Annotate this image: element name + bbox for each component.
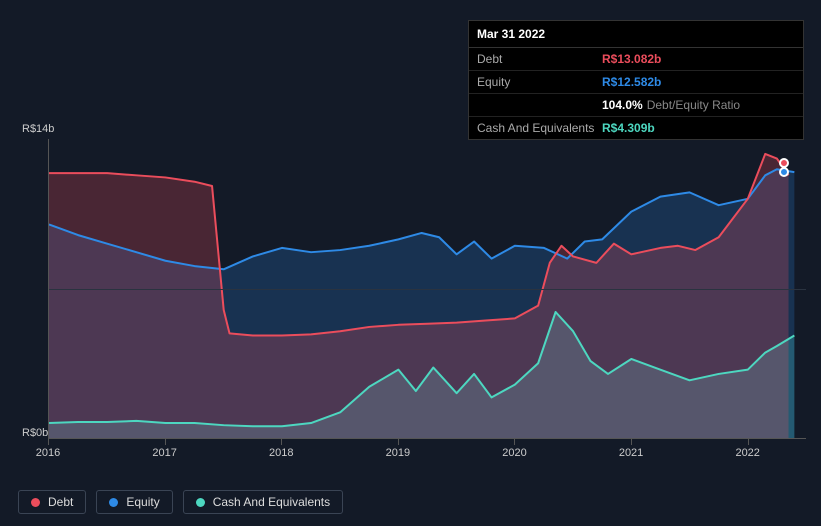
x-tick-label: 2021 [619, 447, 643, 459]
x-tick-label: 2018 [269, 447, 293, 459]
legend-label: Debt [48, 495, 73, 509]
x-tick-mark [281, 439, 282, 445]
chart-tooltip: Mar 31 2022 DebtR$13.082bEquityR$12.582b… [468, 20, 804, 140]
series-marker-equity [779, 167, 789, 177]
tooltip-label [477, 98, 602, 112]
legend-label: Cash And Equivalents [213, 495, 330, 509]
tooltip-value: R$13.082b [602, 52, 661, 66]
legend-item-equity[interactable]: Equity [96, 490, 172, 514]
tooltip-label: Debt [477, 52, 602, 66]
x-tick-mark [48, 439, 49, 445]
legend-swatch-icon [109, 498, 118, 507]
tooltip-label: Equity [477, 75, 602, 89]
x-tick-label: 2017 [152, 447, 176, 459]
legend: Debt Equity Cash And Equivalents [18, 490, 343, 514]
x-tick-mark [165, 439, 166, 445]
series-marker-debt [779, 158, 789, 168]
y-axis-top-label: R$14b [22, 123, 54, 135]
x-tick-label: 2019 [386, 447, 410, 459]
x-tick-mark [514, 439, 515, 445]
x-tick-mark [398, 439, 399, 445]
legend-swatch-icon [196, 498, 205, 507]
x-tick-mark [631, 439, 632, 445]
tooltip-date: Mar 31 2022 [469, 21, 803, 48]
y-axis-bottom-label: R$0b [22, 427, 48, 439]
tooltip-value: R$4.309b [602, 121, 655, 135]
legend-item-debt[interactable]: Debt [18, 490, 86, 514]
legend-item-cash[interactable]: Cash And Equivalents [183, 490, 343, 514]
tooltip-row: Cash And EquivalentsR$4.309b [469, 117, 803, 139]
debt-equity-chart: R$14b R$0b 2016 2017 2018 2019 2020 2021 2022 [18, 125, 808, 485]
tooltip-row: EquityR$12.582b [469, 71, 803, 94]
tooltip-row: DebtR$13.082b [469, 48, 803, 71]
x-tick-label: 2016 [36, 447, 60, 459]
tooltip-value: 104.0% [602, 98, 643, 112]
tooltip-row: 104.0% Debt/Equity Ratio [469, 94, 803, 117]
tooltip-label: Cash And Equivalents [477, 121, 602, 135]
tooltip-extra: Debt/Equity Ratio [647, 98, 740, 112]
legend-label: Equity [126, 495, 159, 509]
legend-swatch-icon [31, 498, 40, 507]
x-tick-mark [748, 439, 749, 445]
x-tick-label: 2020 [502, 447, 526, 459]
plot-area[interactable] [48, 139, 806, 439]
gridline [49, 289, 806, 290]
tooltip-value: R$12.582b [602, 75, 661, 89]
x-tick-label: 2022 [735, 447, 759, 459]
x-axis: 2016201720182019202020212022 [48, 447, 806, 463]
